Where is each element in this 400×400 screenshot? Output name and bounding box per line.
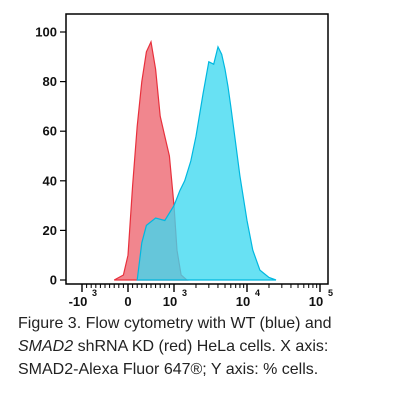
x-tick-exponent: 3 [92, 288, 97, 298]
x-tick-label: 10 [236, 294, 250, 309]
caption-line-3: SMAD2-Alexa Fluor 647®; Y axis: % cells. [18, 361, 319, 378]
plot-frame [65, 13, 329, 285]
caption-line-2-rest: shRNA KD (red) HeLa cells. X axis: [73, 338, 329, 355]
x-tick-exponent: 4 [255, 288, 260, 298]
x-tick-label: 10 [309, 294, 323, 309]
y-tick-label: 80 [43, 74, 57, 89]
x-tick-exponent: 3 [182, 288, 187, 298]
figure-caption: Figure 3. Flow cytometry with WT (blue) … [18, 312, 396, 381]
y-tick-label: 40 [43, 173, 57, 188]
x-tick-label: 0 [124, 294, 131, 309]
caption-line-1: Figure 3. Flow cytometry with WT (blue) … [18, 315, 332, 332]
x-tick-label: -10 [69, 294, 88, 309]
histogram-plot: 0 20 40 60 80 100 -10 3 0 10 3 10 4 10 5 [35, 13, 333, 309]
series-layer [113, 39, 277, 281]
x-axis: -10 3 0 10 3 10 4 10 5 [69, 284, 333, 309]
y-tick-label: 100 [35, 25, 57, 40]
wt-histogram [136, 45, 277, 281]
caption-gene-name: SMAD2 [18, 338, 74, 355]
y-tick-label: 60 [43, 124, 57, 139]
y-tick-label: 0 [50, 273, 57, 288]
x-tick-exponent: 5 [328, 288, 333, 298]
caption-line-2: SMAD2 shRNA KD (red) HeLa cells. X axis: [18, 335, 396, 358]
y-axis: 0 20 40 60 80 100 [35, 25, 66, 288]
y-tick-label: 20 [43, 223, 57, 238]
x-tick-label: 10 [163, 294, 177, 309]
